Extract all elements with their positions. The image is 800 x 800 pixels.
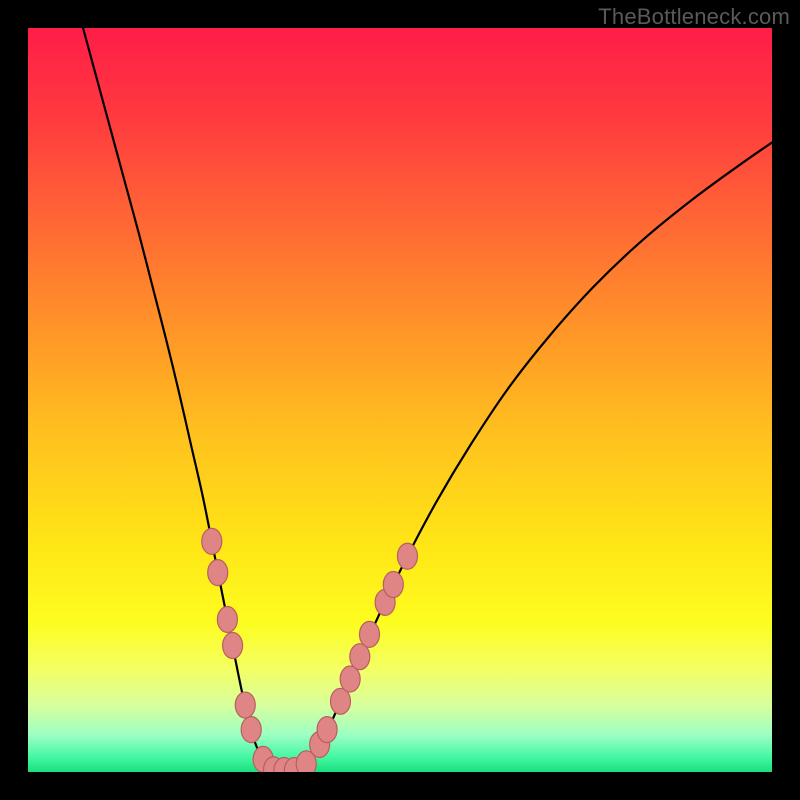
plot-area — [28, 28, 772, 772]
gradient-background — [28, 28, 772, 772]
data-marker — [350, 644, 370, 670]
data-marker — [397, 543, 417, 569]
chart-frame: TheBottleneck.com — [0, 0, 800, 800]
data-marker — [235, 692, 255, 718]
data-marker — [241, 717, 261, 743]
data-marker — [383, 572, 403, 598]
data-marker — [223, 633, 243, 659]
watermark-text: TheBottleneck.com — [598, 4, 790, 30]
data-marker — [202, 528, 222, 554]
data-marker — [208, 560, 228, 586]
data-marker — [217, 606, 237, 632]
data-marker — [340, 666, 360, 692]
chart-svg — [28, 28, 772, 772]
data-marker — [317, 717, 337, 743]
data-marker — [330, 688, 350, 714]
data-marker — [359, 621, 379, 647]
